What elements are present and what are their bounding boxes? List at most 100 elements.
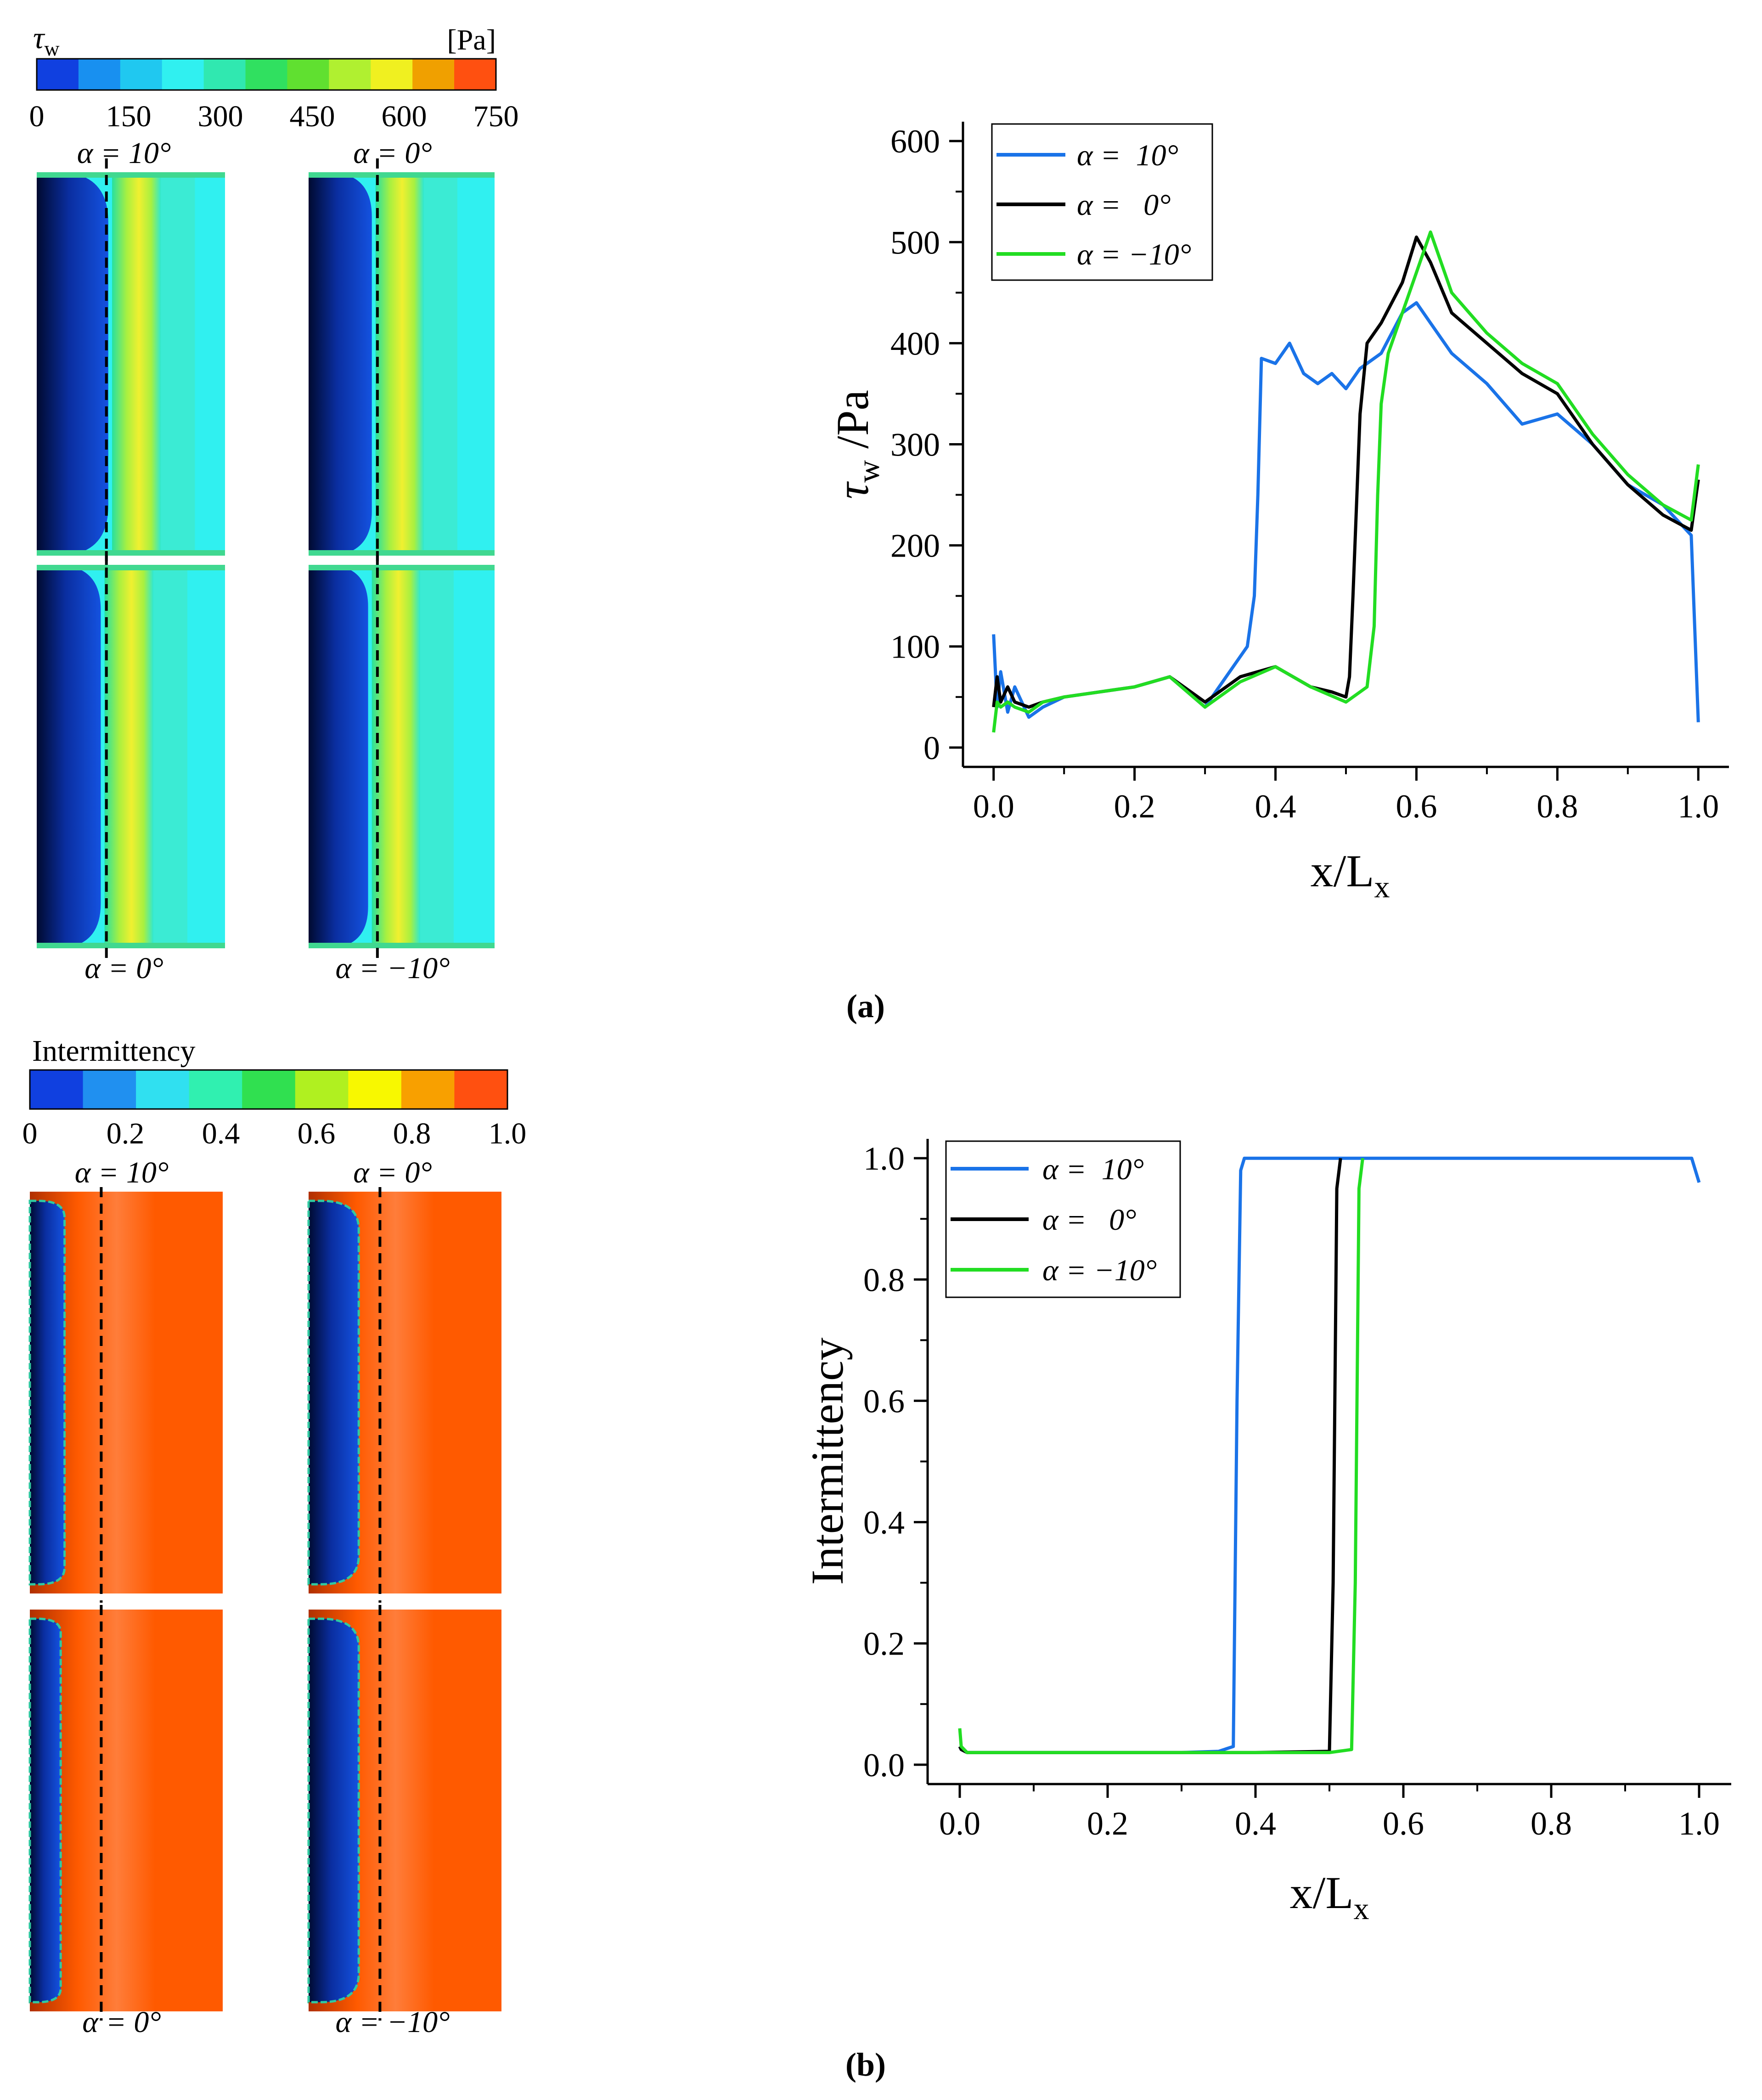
panel-a-label-top-right: α = 0° xyxy=(353,136,432,170)
colorbar-swatch xyxy=(371,59,413,90)
colorbar-tick-label: 0.6 xyxy=(298,1117,336,1150)
shear-contour-map xyxy=(37,158,225,569)
x-tick-label: 0.4 xyxy=(1255,788,1296,825)
y-tick-label: 600 xyxy=(890,123,940,160)
y-tick-label: 500 xyxy=(890,224,940,261)
y-tick-label: 0.0 xyxy=(863,1747,905,1784)
caption-a: (a) xyxy=(846,988,885,1025)
y-tick-label: 0 xyxy=(923,730,940,766)
colorbar-swatch xyxy=(454,59,496,90)
y-tick-label: 1.0 xyxy=(863,1140,905,1177)
panel-b-colorbar: Intermittency 0 0.2 0.4 0.6 0.8 1.0 xyxy=(23,1034,527,1150)
contour-laminar-region xyxy=(37,172,108,556)
colorbar-tick-label: 0 xyxy=(29,100,45,133)
chart-series-line-0 xyxy=(992,301,1700,722)
colorbar-swatch xyxy=(348,1070,402,1109)
x-tick-label: 0.2 xyxy=(1087,1805,1128,1842)
x-tick-label: 0.4 xyxy=(1235,1805,1276,1842)
colorbar-swatch xyxy=(37,59,79,90)
colorbar-swatch xyxy=(287,59,330,90)
panel-a-label-bottom-left: α = 0° xyxy=(84,951,163,985)
chart-a-series xyxy=(992,230,1700,733)
colorbar-swatch xyxy=(242,1070,296,1109)
shear-contour-map xyxy=(37,551,225,962)
chart-series-line-2 xyxy=(992,230,1700,733)
y-tick-label: 0.8 xyxy=(863,1261,905,1298)
contour-laminar-region xyxy=(309,172,372,556)
chart-b-x-axis-label: x/Lx xyxy=(1290,1867,1369,1926)
contour-turbulent-region xyxy=(30,1610,223,2011)
y-tick-label: 0.6 xyxy=(863,1383,905,1419)
intermittency-contour-map xyxy=(307,1187,501,1603)
intermittency-contour-map xyxy=(28,1187,223,1603)
panel-b-legend-title: Intermittency xyxy=(32,1034,196,1068)
chart-a-ticks: 0.0 0.2 0.4 0.6 0.8 1.0 0 100 200 300 400 500 600 xyxy=(890,123,1719,825)
chart-b-intermittency: 0.0 0.2 0.4 0.6 0.8 1.0 0.0 0.2 0.4 0.6 0.8 1.0 α =… xyxy=(802,1139,1731,1926)
colorbar-swatch xyxy=(245,59,288,90)
chart-series-line-1 xyxy=(992,235,1700,709)
colorbar-swatch xyxy=(83,1070,137,1109)
contour-edge-bottom xyxy=(309,943,495,948)
contour-edge-bottom xyxy=(309,550,495,556)
x-tick-label: 0.6 xyxy=(1383,1805,1424,1842)
colorbar-tick-label: 450 xyxy=(290,100,335,133)
chart-a-x-axis-label: x/Lx xyxy=(1311,845,1390,904)
colorbar-tick-label: 0.4 xyxy=(202,1117,240,1150)
colorbar-swatch xyxy=(162,59,204,90)
colorbar-tick-label: 150 xyxy=(106,100,152,133)
chart-series-line-2 xyxy=(958,1158,1364,1754)
intermittency-contour-map xyxy=(307,1605,501,2021)
panel-b-colorbar-frame xyxy=(29,1069,508,1110)
chart-b-y-axis-label: Intermittency xyxy=(802,1338,853,1585)
panel-b-label-top-left: α = 10° xyxy=(75,1156,169,1189)
contour-edge-bottom xyxy=(37,550,225,556)
contour-peak-band xyxy=(112,177,161,551)
y-tick-label: 0.2 xyxy=(863,1626,905,1662)
colorbar-swatch xyxy=(189,1070,243,1109)
contour-peak-band xyxy=(375,177,424,551)
colorbar-tick-label: 1.0 xyxy=(489,1117,527,1150)
contour-peak-band xyxy=(372,569,420,944)
panel-a-colorbar: τw [Pa] 0 150 300 450 600 750 xyxy=(29,20,519,133)
panel-a-contour-labels: α = 10° α = 0° α = 0° α = −10° xyxy=(77,136,450,985)
contour-laminar-region xyxy=(28,1617,62,2004)
panel-b-label-top-right: α = 0° xyxy=(353,1156,432,1189)
contour-decay-band xyxy=(420,569,454,944)
chart-a-wall-shear: 0.0 0.2 0.4 0.6 0.8 1.0 0 100 200 300 400 500 600 α … xyxy=(827,122,1729,904)
contour-laminar-region xyxy=(309,565,368,948)
contour-decay-band xyxy=(161,177,195,551)
contour-peak-band xyxy=(104,569,154,944)
colorbar-swatch xyxy=(120,59,163,90)
x-tick-label: 0.0 xyxy=(973,788,1014,825)
contour-edge-top xyxy=(37,172,225,178)
x-tick-label: 1.0 xyxy=(1678,788,1719,825)
colorbar-tick-label: 0.2 xyxy=(107,1117,145,1150)
panel-a-colorbar-ticks: 0 150 300 450 600 750 xyxy=(29,100,519,133)
contour-laminar-region xyxy=(307,1199,360,1586)
shear-contour-map xyxy=(309,551,495,962)
panel-b-contour-labels: α = 10° α = 0° α = 0° α = −10° xyxy=(75,1156,450,2039)
caption-b: (b) xyxy=(845,2046,886,2083)
y-tick-label: 400 xyxy=(890,325,940,362)
chart-a-legend: α = 10° α = 0° α = −10° xyxy=(991,123,1213,281)
colorbar-swatch xyxy=(329,59,372,90)
y-tick-label: 200 xyxy=(890,528,940,564)
chart-a-legend-label-1: α = 0° xyxy=(1077,188,1171,222)
contour-decay-band xyxy=(153,569,187,944)
contour-edge-top xyxy=(309,172,495,178)
contour-laminar-region xyxy=(28,1199,66,1586)
x-tick-label: 0.0 xyxy=(939,1805,980,1842)
colorbar-swatch xyxy=(401,1070,455,1109)
contour-decay-band xyxy=(424,177,457,551)
colorbar-swatch xyxy=(203,59,246,90)
shear-contour-map xyxy=(309,158,495,569)
contour-edge-top xyxy=(37,565,225,570)
x-tick-label: 0.8 xyxy=(1537,788,1578,825)
panel-a-colorbar-swatches xyxy=(37,59,496,90)
colorbar-tick-label: 750 xyxy=(473,100,519,133)
colorbar-swatch xyxy=(136,1070,190,1109)
contour-edge-top xyxy=(309,565,495,570)
chart-b-series xyxy=(958,1156,1701,1754)
panel-a-label-top-left: α = 10° xyxy=(77,136,171,170)
x-tick-label: 1.0 xyxy=(1678,1805,1720,1842)
